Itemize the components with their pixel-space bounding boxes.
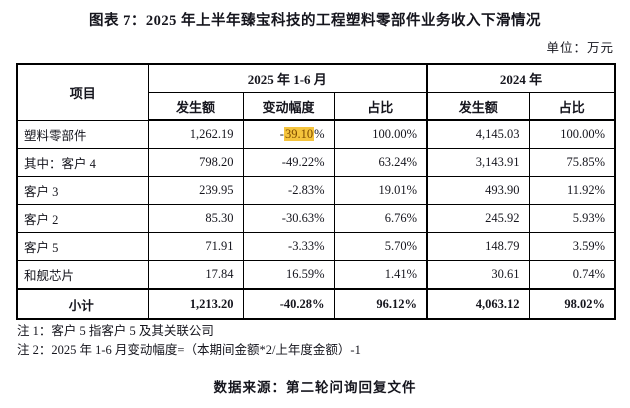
cell-share-2025: 6.76% [333,204,428,233]
header-amount-2024: 发生额 [426,92,530,121]
revenue-table: 项目 2025 年 1-6 月 2024 年 发生额 变动幅度 占比 发生额 占… [16,63,617,320]
cell-change-2025: -49.22% [242,148,335,177]
cell-amount-2025: 71.91 [147,232,244,261]
cell-share-2024: 100.00% [528,119,616,149]
cell-item: 小计 [16,288,149,320]
header-change-2025: 变动幅度 [242,92,335,121]
cell-share-2024: 98.02% [528,288,616,320]
unit-label: 单位：万元 [546,41,614,55]
cell-amount-2025: 239.95 [147,176,244,205]
cell-share-2024: 5.93% [528,204,616,233]
cell-item: 客户 5 [16,232,149,261]
header-amount-2025: 发生额 [147,92,244,121]
cell-share-2025: 5.70% [333,232,428,261]
header-group-2025: 2025 年 1-6 月 [147,63,428,93]
cell-share-2024: 75.85% [528,148,616,177]
header-item: 项目 [16,63,149,121]
cell-share-2025: 96.12% [333,288,428,320]
cell-item: 塑料零部件 [16,119,149,149]
table-body: 塑料零部件 1,262.19 -39.10% 100.00% 4,145.03 100.0… [16,119,616,320]
highlighted-value: 39.10 [283,127,315,141]
cell-change-2025: -40.28% [242,288,335,320]
cell-change-2025: -39.10% [242,119,335,149]
cell-change-2025: -30.63% [242,204,335,233]
table-row: 客户 2 85.30 -30.63% 6.76% 245.92 5.93% [16,204,616,233]
header-share-2025: 占比 [333,92,428,121]
cell-share-2025: 1.41% [333,260,428,290]
cell-amount-2025: 1,213.20 [147,288,244,320]
cell-amount-2025: 17.84 [147,260,244,290]
cell-share-2025: 63.24% [333,148,428,177]
cell-item: 其中：客户 4 [16,148,149,177]
table-row: 和舰芯片 17.84 16.59% 1.41% 30.61 0.74% [16,260,616,290]
table-row: 客户 5 71.91 -3.33% 5.70% 148.79 3.59% [16,232,616,261]
cell-item: 客户 3 [16,176,149,205]
cell-amount-2024: 30.61 [426,260,530,290]
cell-share-2024: 11.92% [528,176,616,205]
cell-share-2024: 0.74% [528,260,616,290]
cell-amount-2025: 1,262.19 [147,119,244,149]
cell-change-2025: -2.83% [242,176,335,205]
cell-change-2025: 16.59% [242,260,335,290]
cell-amount-2024: 4,063.12 [426,288,530,320]
cell-amount-2024: 245.92 [426,204,530,233]
header-group-2024: 2024 年 [426,63,616,93]
cell-share-2024: 3.59% [528,232,616,261]
data-source: 数据来源：第二轮问询回复文件 [213,380,417,395]
footnote-1: 注 1：客户 5 指客户 5 及其关联公司 [17,324,214,338]
cell-share-2025: 100.00% [333,119,428,149]
footnotes: 注 1：客户 5 指客户 5 及其关联公司 注 2：2025 年 1-6 月变动… [17,322,361,359]
cell-amount-2025: 798.20 [147,148,244,177]
cell-amount-2024: 493.90 [426,176,530,205]
table-row: 其中：客户 4 798.20 -49.22% 63.24% 3,143.91 75.85% [16,148,616,177]
subtotal-row: 小计 1,213.20 -40.28% 96.12% 4,063.12 98.02% [16,288,616,320]
figure-title: 图表 7：2025 年上半年臻宝科技的工程塑料零部件业务收入下滑情况 [89,13,541,29]
cell-change-2025: -3.33% [242,232,335,261]
cell-amount-2024: 148.79 [426,232,530,261]
cell-amount-2025: 85.30 [147,204,244,233]
cell-item: 客户 2 [16,204,149,233]
table-row: 塑料零部件 1,262.19 -39.10% 100.00% 4,145.03 100.0… [16,119,616,149]
header-share-2024: 占比 [528,92,616,121]
cell-share-2025: 19.01% [333,176,428,205]
cell-amount-2024: 4,145.03 [426,119,530,149]
table-header: 项目 2025 年 1-6 月 2024 年 发生额 变动幅度 占比 发生额 占… [16,63,616,121]
footnote-2: 注 2：2025 年 1-6 月变动幅度=（本期间金额*2/上年度金额）-1 [17,342,361,357]
table-row: 客户 3 239.95 -2.83% 19.01% 493.90 11.92% [16,176,616,205]
cell-item: 和舰芯片 [16,260,149,290]
cell-amount-2024: 3,143.91 [426,148,530,177]
